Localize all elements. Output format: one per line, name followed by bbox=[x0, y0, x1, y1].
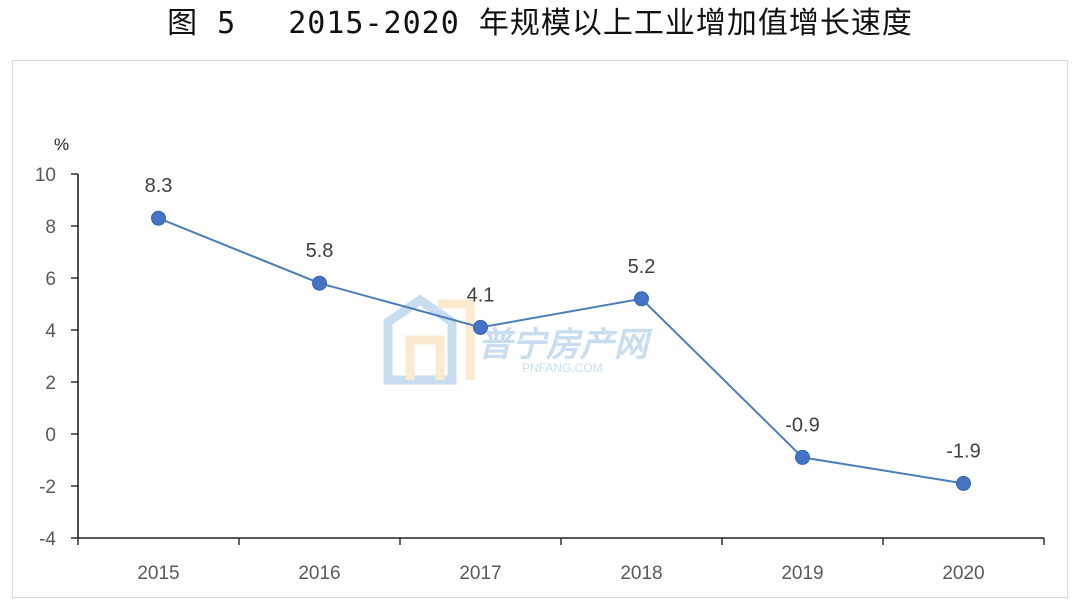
y-tick-label: 2 bbox=[45, 373, 56, 394]
data-label-2020: -1.9 bbox=[946, 440, 980, 462]
x-tick-label: 2016 bbox=[298, 563, 340, 584]
x-tick-label: 2017 bbox=[459, 563, 501, 584]
watermark-logo: 普宁房产网 PNFANG.COM bbox=[383, 294, 653, 385]
series-line bbox=[158, 217, 964, 485]
watermark-subtext: PNFANG.COM bbox=[522, 361, 603, 375]
data-point-2018 bbox=[634, 291, 649, 307]
x-tick-label: 2019 bbox=[781, 563, 823, 584]
y-axis-unit-label: % bbox=[54, 135, 69, 154]
x-tick-label: 2015 bbox=[137, 563, 179, 584]
y-tick-label: -2 bbox=[39, 477, 56, 498]
data-label-2019: -0.9 bbox=[785, 414, 819, 436]
y-tick-label: 4 bbox=[45, 321, 56, 342]
chart-title-text: 2015-2020 年规模以上工业增加值增长速度 bbox=[288, 6, 913, 41]
data-label-2017: 4.1 bbox=[467, 284, 495, 306]
y-tick-label: -4 bbox=[39, 529, 56, 550]
y-tick-label: 10 bbox=[35, 165, 56, 186]
watermark-house-accent bbox=[405, 299, 475, 380]
figure-number: 图 5 bbox=[167, 6, 237, 41]
data-point-2015 bbox=[151, 210, 166, 226]
x-tick-label: 2020 bbox=[942, 563, 984, 584]
data-point-2020 bbox=[956, 475, 971, 491]
watermark-text: 普宁房产网 bbox=[478, 325, 653, 365]
data-labels: 8.3 5.8 4.1 5.2 -0.9 -1.9 bbox=[145, 175, 981, 462]
chart-frame bbox=[12, 60, 1068, 598]
data-label-2018: 5.2 bbox=[628, 256, 656, 278]
chart-title: 图 5 2015-2020 年规模以上工业增加值增长速度 bbox=[0, 4, 1080, 52]
y-tick-label: 0 bbox=[45, 425, 56, 446]
data-point-2019 bbox=[795, 449, 810, 465]
data-point-2016 bbox=[312, 275, 327, 291]
series-line-group bbox=[151, 210, 971, 491]
y-axis-ticks: 10 8 6 4 2 0 -2 -4 bbox=[35, 165, 78, 550]
x-tick-label: 2018 bbox=[620, 563, 662, 584]
data-label-2016: 5.8 bbox=[306, 240, 334, 262]
data-label-2015: 8.3 bbox=[145, 175, 173, 197]
y-tick-label: 6 bbox=[45, 269, 56, 290]
x-axis-ticks: 2015 2016 2017 2018 2019 2020 bbox=[77, 538, 1045, 584]
data-point-2017 bbox=[473, 319, 488, 335]
y-tick-label: 8 bbox=[45, 217, 56, 238]
